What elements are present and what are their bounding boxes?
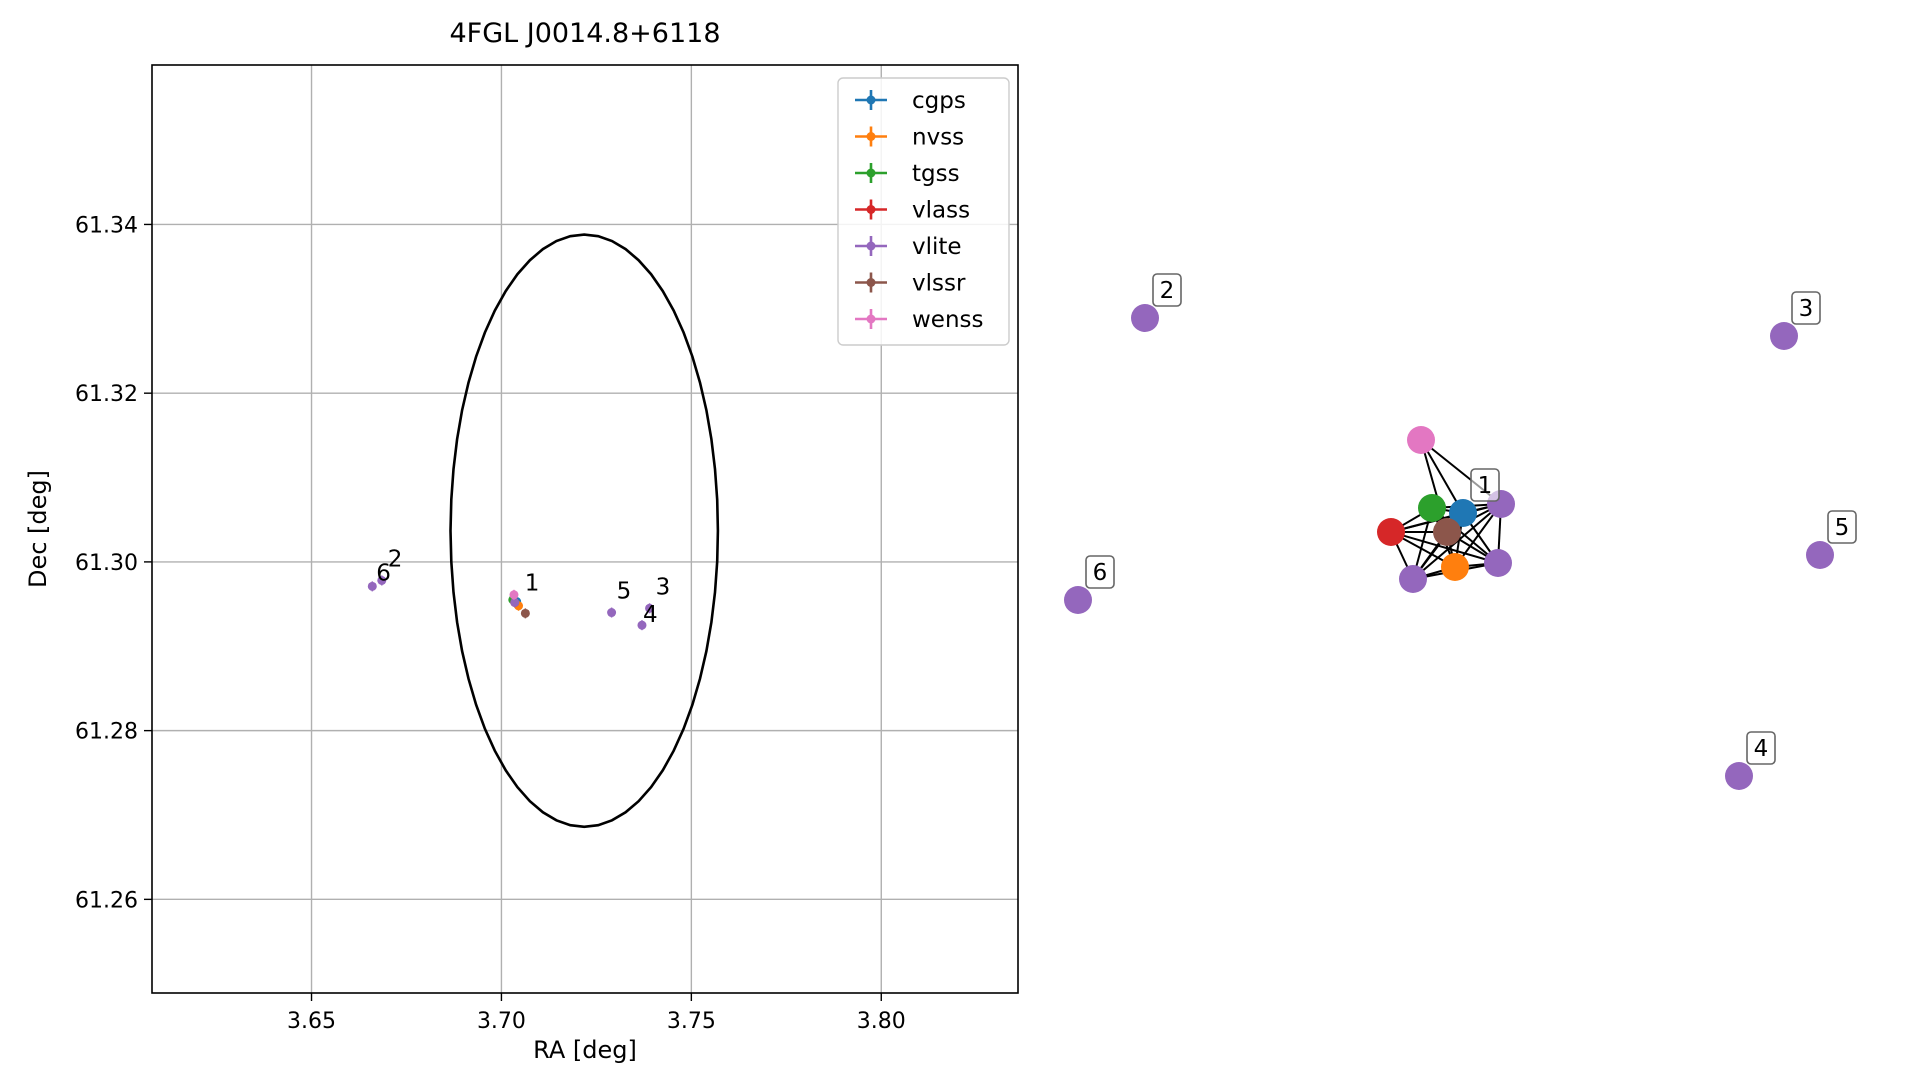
point-label: 1 bbox=[525, 570, 540, 596]
network-node-label-box bbox=[1085, 555, 1115, 589]
vlite-point bbox=[367, 581, 377, 591]
x-tick-label: 3.70 bbox=[477, 1009, 526, 1034]
x-tick-label: 3.65 bbox=[287, 1009, 336, 1034]
network-node-label: 2 bbox=[1160, 278, 1175, 304]
network-node-vlssr bbox=[1433, 518, 1461, 546]
point-label: 2 bbox=[388, 546, 403, 572]
legend-swatch-marker bbox=[866, 241, 876, 251]
wenss-point bbox=[509, 590, 519, 600]
legend-label-tgss: tgss bbox=[912, 161, 960, 187]
network-node-label-box bbox=[1470, 468, 1500, 502]
point-label: 4 bbox=[643, 602, 658, 628]
legend-label-vlite: vlite bbox=[912, 234, 962, 260]
point-label: 6 bbox=[376, 560, 391, 586]
network-edge bbox=[1390, 503, 1502, 533]
vlite-point bbox=[637, 620, 647, 630]
network-node-label-box bbox=[1746, 731, 1776, 765]
legend-label-vlssr: vlssr bbox=[912, 271, 966, 297]
x-tick-label: 3.75 bbox=[667, 1009, 716, 1034]
network-node-label: 6 bbox=[1093, 560, 1108, 586]
vlite-point bbox=[377, 575, 387, 585]
network-node-wenss bbox=[1407, 426, 1435, 454]
legend-label-cgps: cgps bbox=[912, 88, 966, 114]
y-tick-label: 61.26 bbox=[75, 888, 138, 913]
network-node-vlite bbox=[1399, 565, 1427, 593]
y-tick-label: 61.34 bbox=[75, 213, 138, 238]
network-node-label-box bbox=[1152, 273, 1182, 307]
y-tick-label: 61.30 bbox=[75, 551, 138, 576]
network-node-label: 5 bbox=[1835, 515, 1850, 541]
network-node-nvss bbox=[1441, 553, 1469, 581]
point-label: 5 bbox=[617, 579, 632, 605]
vlite-point bbox=[645, 603, 655, 613]
uncertainty-circle bbox=[449, 233, 720, 829]
x-axis-ticks: 3.65 3.70 3.75 3.80 bbox=[287, 993, 906, 1034]
legend-swatch-marker bbox=[866, 278, 876, 287]
point-label: 3 bbox=[656, 574, 671, 600]
legend-label-nvss: nvss bbox=[912, 125, 964, 151]
network-node-label: 3 bbox=[1799, 296, 1814, 322]
network-node-vlite bbox=[1725, 762, 1753, 790]
legend-swatch-marker bbox=[866, 205, 876, 214]
x-tick-label: 3.80 bbox=[857, 1009, 906, 1034]
network-node-cgps bbox=[1449, 499, 1477, 527]
network-node-vlite bbox=[1131, 304, 1159, 332]
legend-swatch-marker bbox=[866, 314, 876, 324]
network-node-vlite bbox=[1770, 322, 1798, 350]
legend-box bbox=[837, 77, 1010, 346]
y-tick-label: 61.28 bbox=[75, 720, 138, 745]
network-node-vlass bbox=[1377, 518, 1405, 546]
legend: cgps nvss tgss vlass vlite vlssr wenss bbox=[837, 77, 1010, 346]
network-node-vlite bbox=[1806, 541, 1834, 569]
network-node-tgss bbox=[1418, 494, 1446, 522]
network-node-label-box bbox=[1827, 510, 1857, 544]
legend-swatch-marker bbox=[866, 168, 876, 178]
network-nodes bbox=[1064, 304, 1834, 790]
chart-title: 4FGL J0014.8+6118 bbox=[449, 18, 720, 49]
network-node-label: 4 bbox=[1754, 736, 1769, 762]
network-edge bbox=[1420, 439, 1464, 514]
x-axis-label: RA [deg] bbox=[533, 1036, 637, 1064]
network-labels: 1 2 3 5 6 4 bbox=[1085, 273, 1857, 765]
network-node-vlite bbox=[1064, 586, 1092, 614]
y-tick-label: 61.32 bbox=[75, 382, 138, 407]
vlite-point bbox=[510, 597, 520, 607]
network-node-label-box bbox=[1791, 291, 1821, 325]
axes-frame bbox=[151, 64, 1019, 994]
vlite-point bbox=[607, 608, 617, 618]
network-node-vlite bbox=[1484, 549, 1512, 577]
network-node-label: 1 bbox=[1478, 473, 1493, 499]
legend-label-vlass: vlass bbox=[912, 198, 970, 224]
legend-swatch-marker bbox=[866, 95, 876, 105]
vlssr-point bbox=[520, 608, 530, 618]
legend-swatch-marker bbox=[866, 132, 876, 141]
legend-label-wenss: wenss bbox=[912, 307, 984, 333]
y-axis-label: Dec [deg] bbox=[24, 470, 52, 588]
y-axis-ticks: 61.26 61.28 61.30 61.32 61.34 bbox=[75, 213, 152, 913]
network-edge bbox=[1390, 531, 1499, 564]
scatter-points: 1 2 345 6 bbox=[367, 546, 671, 631]
network-graph: 1 2 3 5 6 4 bbox=[1064, 273, 1857, 790]
